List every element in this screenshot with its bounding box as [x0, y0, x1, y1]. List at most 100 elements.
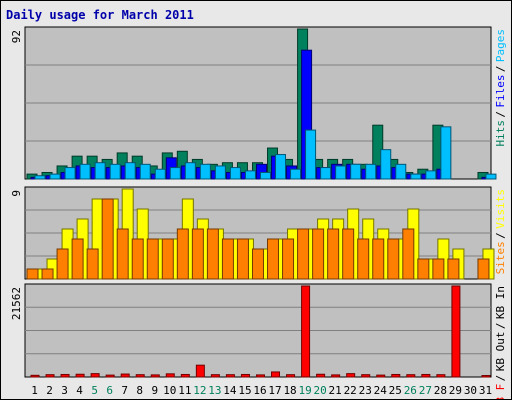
bar-pages-day-14 [229, 167, 241, 180]
x-tick-label-day-10: 10 [163, 384, 176, 397]
bar-kb-f-day-1 [30, 374, 40, 378]
bar-kb-f-day-11 [180, 373, 190, 378]
bar-kb-f-day-28 [436, 374, 446, 378]
bar-kb-f-day-13 [210, 374, 220, 378]
bar-pages-day-2 [49, 173, 61, 180]
bar-kb-f-day-19 [301, 285, 311, 378]
bar-kb-f-day-8 [135, 374, 145, 378]
bar-kb-f-day-5 [90, 373, 100, 378]
bar-sites-day-18 [282, 238, 295, 280]
x-tick-label-day-9: 9 [151, 384, 158, 397]
x-tick-label-day-12: 12 [193, 384, 206, 397]
bar-sites-day-31 [477, 258, 490, 280]
y-axis-max-label: 9 [10, 190, 23, 197]
x-tick-label-day-6: 6 [106, 384, 113, 397]
legend-separator: / [494, 66, 507, 73]
x-tick-label-day-11: 11 [178, 384, 191, 397]
bar-kb-f-day-16 [255, 374, 265, 378]
x-tick-label-day-26: 26 [404, 384, 417, 397]
bar-sites-day-5 [86, 248, 99, 280]
bar-pages-day-23 [365, 163, 377, 180]
x-tick-label-day-28: 28 [434, 384, 447, 397]
bar-pages-day-8 [139, 163, 151, 180]
bar-sites-day-16 [251, 248, 264, 280]
bar-pages-day-31 [485, 173, 497, 180]
bar-pages-day-22 [350, 163, 362, 180]
bar-pages-day-9 [154, 168, 166, 180]
x-tick-label-day-29: 29 [449, 384, 462, 397]
x-tick-label-day-16: 16 [253, 384, 266, 397]
bar-sites-day-2 [41, 268, 54, 280]
bar-sites-day-8 [131, 238, 144, 280]
bar-kb-f-day-17 [271, 371, 281, 378]
bar-pages-day-10 [169, 167, 181, 180]
bar-pages-day-4 [79, 163, 91, 180]
bar-kb-f-day-24 [376, 374, 386, 378]
bar-sites-day-27 [417, 258, 430, 280]
x-tick-label-day-21: 21 [329, 384, 342, 397]
bar-sites-day-7 [116, 228, 129, 280]
bar-pages-day-26 [410, 173, 422, 180]
bar-pages-day-1 [34, 175, 46, 180]
bar-pages-day-28 [440, 126, 452, 180]
bar-sites-day-17 [267, 238, 280, 280]
bar-kb-f-day-29 [451, 285, 461, 378]
bar-kb-f-day-2 [45, 374, 55, 378]
bar-pages-day-27 [425, 170, 437, 180]
bar-sites-day-19 [297, 228, 310, 280]
bar-pages-day-12 [199, 163, 211, 180]
legend-files: Files [494, 75, 507, 108]
legend-hits: Hits [494, 120, 507, 147]
x-tick-label-day-17: 17 [268, 384, 281, 397]
bar-kb-f-day-9 [150, 374, 160, 378]
legend-visits: Visits [494, 189, 507, 229]
legend-separator: / [494, 232, 507, 239]
y-axis-max-label: 21562 [10, 287, 23, 320]
bar-pages-day-16 [259, 171, 271, 180]
x-tick-label-day-25: 25 [389, 384, 402, 397]
bar-kb-f-day-3 [60, 373, 70, 378]
bar-sites-day-23 [357, 238, 370, 280]
bar-sites-day-21 [327, 228, 340, 280]
x-tick-label-day-14: 14 [223, 384, 237, 397]
x-tick-label-day-13: 13 [208, 384, 221, 397]
x-tick-label-day-22: 22 [344, 384, 357, 397]
bar-sites-day-14 [221, 238, 234, 280]
bar-kb-f-day-31 [481, 375, 491, 378]
bar-kb-f-day-26 [406, 374, 416, 378]
bar-kb-f-day-22 [346, 373, 356, 378]
bar-kb-f-day-23 [361, 374, 371, 378]
bar-kb-f-day-27 [421, 373, 431, 378]
legend-pages: Pages [494, 29, 507, 62]
bar-kb-f-day-6 [105, 374, 115, 378]
x-tick-label-day-23: 23 [359, 384, 372, 397]
x-tick-label-day-20: 20 [314, 384, 327, 397]
bar-sites-day-29 [447, 258, 460, 280]
x-tick-label-day-4: 4 [76, 384, 83, 397]
bar-kb-f-day-14 [225, 374, 235, 378]
legend-separator: / [494, 111, 507, 118]
bar-pages-day-11 [184, 162, 196, 180]
x-tick-label-day-18: 18 [283, 384, 296, 397]
x-tick-label-day-15: 15 [238, 384, 251, 397]
legend-kb-in: KB In [494, 286, 507, 319]
legend-separator: / [494, 375, 507, 382]
bar-sites-day-28 [432, 258, 445, 280]
legend-separator: / [494, 323, 507, 330]
bar-pages-day-25 [395, 163, 407, 180]
bar-kb-f-day-4 [75, 373, 85, 378]
bar-pages-day-19 [305, 129, 317, 180]
bar-pages-day-24 [380, 149, 392, 180]
bar-sites-day-6 [101, 198, 114, 280]
bar-sites-day-24 [372, 238, 385, 280]
bar-pages-day-6 [109, 163, 121, 180]
bar-kb-f-day-15 [240, 373, 250, 378]
bar-sites-day-20 [312, 228, 325, 280]
bar-sites-day-4 [71, 238, 84, 280]
x-tick-label-day-8: 8 [136, 384, 143, 397]
x-tick-label-day-3: 3 [61, 384, 68, 397]
bar-pages-day-15 [244, 170, 256, 180]
bar-pages-day-18 [290, 168, 302, 180]
x-tick-label-day-27: 27 [419, 384, 432, 397]
